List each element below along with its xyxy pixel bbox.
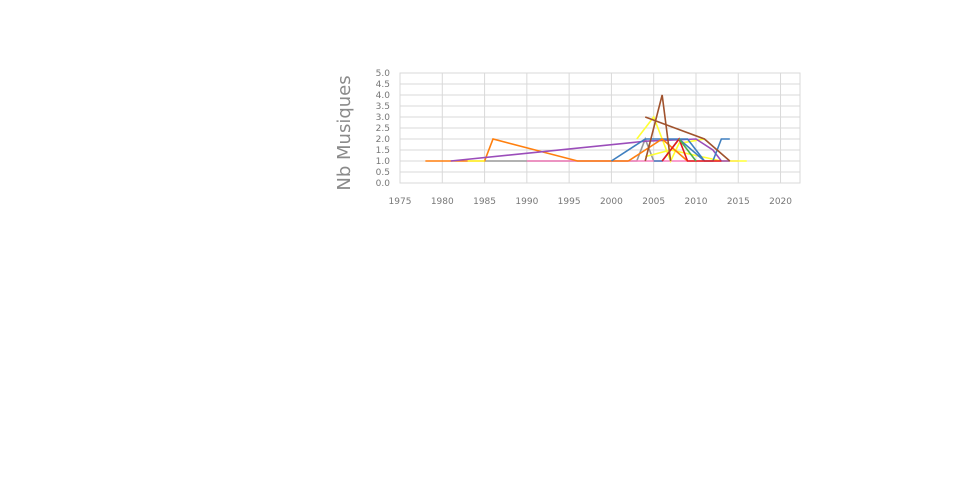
series-line-6 (450, 138, 730, 162)
grid (399, 72, 801, 184)
series-line-9 (627, 138, 689, 162)
y-tick-label: 0.0 (376, 179, 391, 189)
x-tick-label: 1985 (473, 197, 496, 207)
y-tick-label: 2.0 (376, 135, 391, 145)
series-line-11 (678, 138, 697, 162)
y-tick-label: 4.0 (376, 91, 391, 101)
x-tick-label: 1995 (558, 197, 581, 207)
y-tick-label: 0.5 (376, 168, 390, 178)
series-line-13 (644, 116, 731, 162)
y-tick-label: 3.5 (376, 102, 390, 112)
x-tick-label: 2015 (727, 197, 750, 207)
series-line-5 (645, 149, 747, 162)
tick-labels: 0.00.51.01.52.02.53.03.54.04.55.0 1975 198… (376, 69, 793, 207)
x-tick-label: 1990 (515, 197, 538, 207)
y-tick-label: 1.0 (376, 157, 391, 167)
series-line-8 (653, 138, 706, 162)
series-line-10 (661, 137, 722, 162)
y-tick-label: 5.0 (376, 69, 391, 79)
y-tick-label: 4.5 (376, 80, 390, 90)
y-axis-label: Nb Musiques (334, 75, 355, 190)
x-tick-label: 2010 (685, 197, 708, 207)
series-group (425, 94, 747, 164)
x-tick-label: 2000 (600, 197, 623, 207)
x-tick-label: 1980 (431, 197, 454, 207)
x-tick-label: 2020 (769, 197, 792, 207)
series-line-2 (425, 138, 629, 162)
x-tick-label: 2005 (642, 197, 665, 207)
y-tick-label: 1.5 (376, 146, 390, 156)
y-tick-label: 2.5 (376, 124, 390, 134)
series-line-12 (644, 94, 672, 162)
x-tick-label: 1975 (389, 197, 412, 207)
y-tick-label: 3.0 (376, 113, 391, 123)
